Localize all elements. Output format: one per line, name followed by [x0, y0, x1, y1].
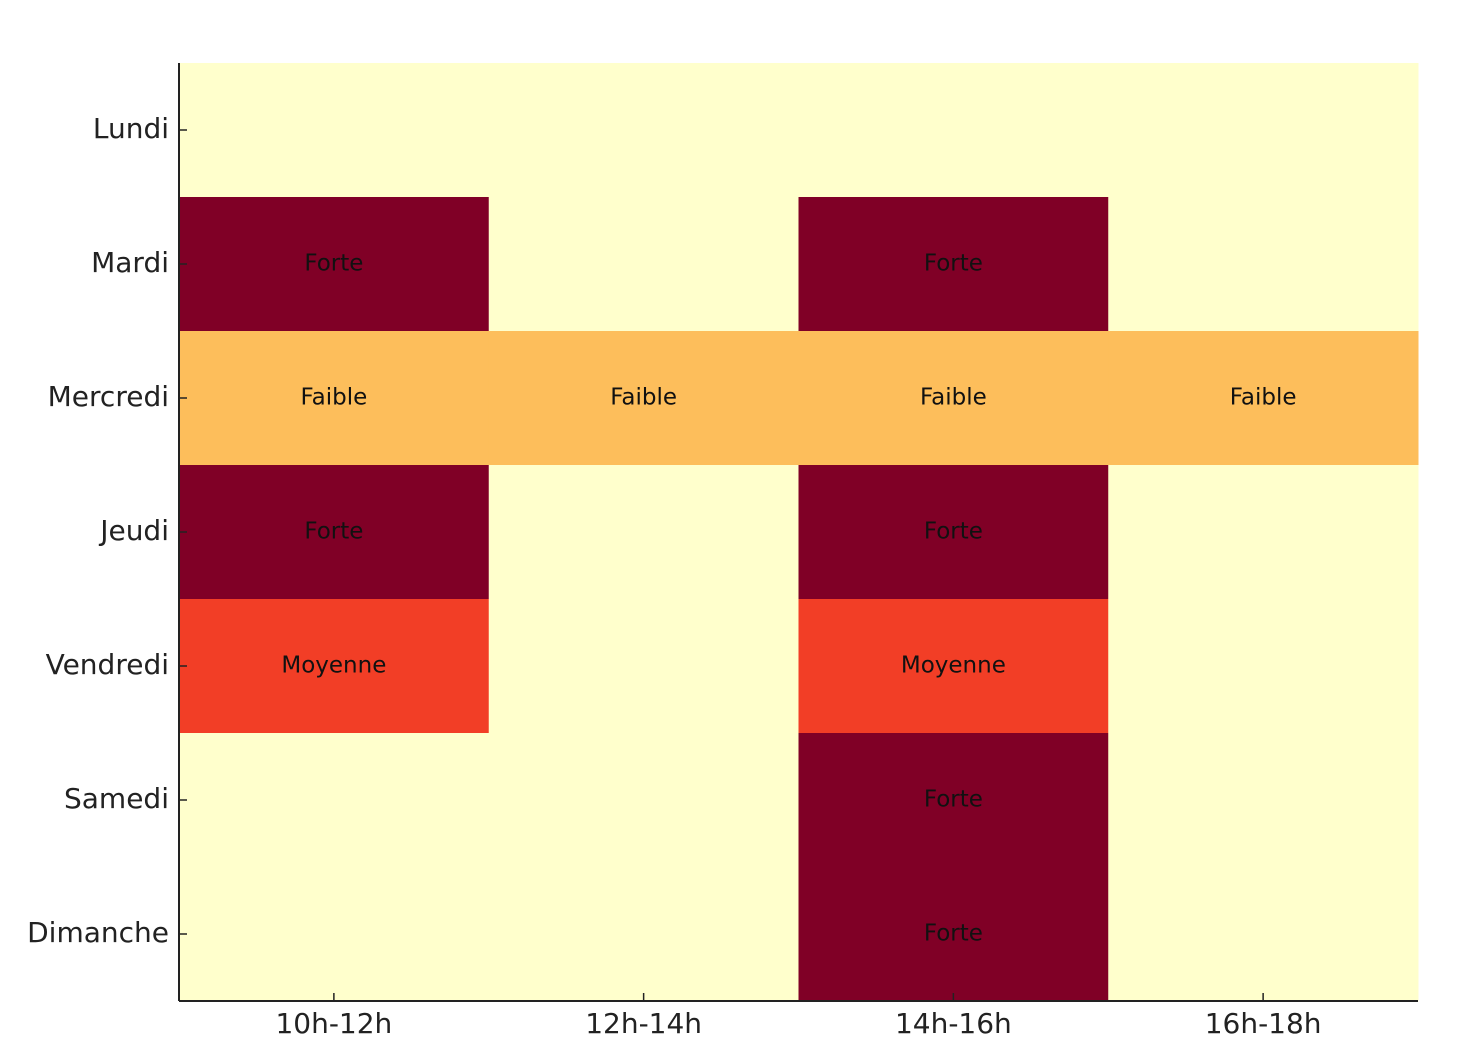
heatmap-cell [798, 331, 1109, 466]
heatmap-cell [179, 197, 490, 332]
y-tick-label: Jeudi [98, 514, 169, 547]
heatmap-cell [1108, 465, 1419, 600]
heatmap-cell [488, 599, 799, 734]
cell-label: Faible [1230, 385, 1297, 411]
heatmap-cell [179, 331, 490, 466]
heatmap-cell [488, 465, 799, 600]
cell-label: Faible [610, 385, 677, 411]
cell-label: Forte [924, 921, 983, 947]
cell-label: Forte [924, 519, 983, 545]
heatmap-cell [488, 867, 799, 1002]
x-tick-label: 14h-16h [895, 1007, 1012, 1040]
heatmap-cell [1108, 599, 1419, 734]
heatmap-cell [179, 599, 490, 734]
cell-label: Faible [920, 385, 987, 411]
heatmap-cell [488, 733, 799, 868]
heatmap-cell [488, 63, 799, 198]
heatmap-cell [179, 63, 490, 198]
heatmap-cell [798, 197, 1109, 332]
heatmap-cell [179, 465, 490, 600]
y-tick-label: Vendredi [46, 648, 169, 681]
heatmap-cell [179, 733, 490, 868]
heatmap-cell [1108, 867, 1419, 1002]
cell-label: Forte [304, 519, 363, 545]
y-tick-label: Samedi [64, 782, 169, 815]
x-tick-label: 12h-14h [585, 1007, 702, 1040]
cell-label: Faible [301, 385, 368, 411]
heatmap-cell [488, 197, 799, 332]
heatmap-cell [798, 465, 1109, 600]
cell-label: Forte [924, 251, 983, 277]
y-tick-label: Dimanche [27, 916, 169, 949]
x-tick-label: 16h-18h [1205, 1007, 1322, 1040]
y-tick-label: Mercredi [48, 380, 169, 413]
heatmap-cell [1108, 63, 1419, 198]
y-tick-label: Lundi [93, 112, 169, 145]
heatmap-cell [1108, 197, 1419, 332]
heatmap-cell [798, 63, 1109, 198]
heatmap-cell [488, 331, 799, 466]
heatmap-cell [179, 867, 490, 1002]
heatmap-cell [1108, 331, 1419, 466]
heatmap-cell [798, 867, 1109, 1002]
heatmap-cell [798, 733, 1109, 868]
y-tick-label: Mardi [91, 246, 169, 279]
cell-label: Forte [304, 251, 363, 277]
cell-label: Forte [924, 787, 983, 813]
heatmap-cell [1108, 733, 1419, 868]
x-tick-label: 10h-12h [275, 1007, 392, 1040]
cell-label: Moyenne [281, 653, 386, 679]
cell-label: Moyenne [901, 653, 1006, 679]
heatmap-cell [798, 599, 1109, 734]
